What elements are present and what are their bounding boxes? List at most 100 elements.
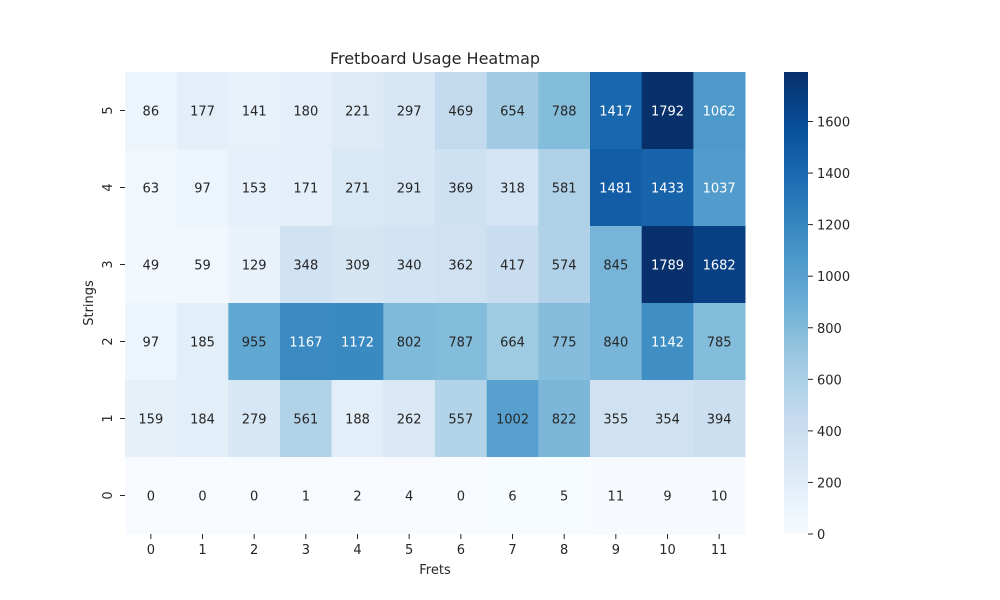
- cell-value-label: 2: [353, 490, 361, 505]
- x-tick-label: 6: [457, 543, 465, 558]
- heatmap-cell: [486, 457, 539, 535]
- heatmap-cell: [435, 226, 488, 304]
- x-tick-label: 10: [659, 543, 676, 558]
- cell-value-label: 822: [552, 413, 577, 428]
- heatmap-cell: [383, 303, 436, 381]
- cell-value-label: 185: [190, 336, 215, 351]
- heatmap-cell: [486, 226, 539, 304]
- heatmap-cell: [331, 149, 384, 227]
- heatmap-cell: [590, 457, 643, 535]
- colorbar-tick-label: 800: [817, 322, 842, 337]
- cell-value-label: 1172: [341, 336, 374, 351]
- heatmap-cell: [486, 149, 539, 227]
- cell-value-label: 840: [603, 336, 628, 351]
- cell-value-label: 129: [242, 259, 267, 274]
- cell-value-label: 1002: [496, 413, 529, 428]
- heatmap-cell: [538, 72, 591, 150]
- heatmap-cell: [435, 380, 488, 458]
- cell-value-label: 0: [147, 490, 155, 505]
- heatmap-cell: [228, 303, 281, 381]
- heatmap-cell: [228, 457, 281, 535]
- heatmap-cell: [228, 72, 281, 150]
- colorbar-tick-label: 0: [817, 528, 825, 543]
- heatmap-cell: [693, 226, 746, 304]
- cell-value-label: 561: [293, 413, 318, 428]
- heatmap-cell: [590, 303, 643, 381]
- y-tick-label: 2: [101, 337, 116, 345]
- cell-value-label: 469: [448, 105, 473, 120]
- heatmap-cell: [590, 149, 643, 227]
- colorbar-tick-label: 200: [817, 476, 842, 491]
- heatmap-cell: [435, 303, 488, 381]
- cell-value-label: 0: [250, 490, 258, 505]
- heatmap-cell: [331, 72, 384, 150]
- cell-value-label: 348: [293, 259, 318, 274]
- cell-value-label: 171: [293, 182, 318, 197]
- heatmap-cell: [590, 72, 643, 150]
- heatmap-cell: [125, 149, 178, 227]
- cell-value-label: 6: [508, 490, 516, 505]
- cell-value-label: 775: [552, 336, 577, 351]
- heatmap-cell: [280, 226, 333, 304]
- cell-value-label: 177: [190, 105, 215, 120]
- y-tick-label: 4: [101, 183, 116, 191]
- cell-value-label: 1682: [703, 259, 736, 274]
- y-tick-label: 3: [101, 260, 116, 268]
- x-tick-label: 9: [612, 543, 620, 558]
- cell-value-label: 0: [457, 490, 465, 505]
- heatmap-cell: [435, 72, 488, 150]
- heatmap-cell: [641, 457, 694, 535]
- chart-title: Fretboard Usage Heatmap: [330, 49, 540, 68]
- y-tick-label: 5: [101, 106, 116, 114]
- cell-value-label: 97: [194, 182, 211, 197]
- heatmap-cell: [383, 380, 436, 458]
- cell-value-label: 369: [448, 182, 473, 197]
- x-axis-label: Frets: [419, 563, 451, 578]
- heatmap-cell: [280, 457, 333, 535]
- y-tick-label: 0: [101, 491, 116, 499]
- heatmap-cell: [125, 72, 178, 150]
- cell-value-label: 955: [242, 336, 267, 351]
- colorbar: [784, 72, 808, 534]
- heatmap-cell: [693, 72, 746, 150]
- cell-value-label: 309: [345, 259, 370, 274]
- cell-value-label: 86: [143, 105, 160, 120]
- y-axis-ticks: 5 4 3 2 1 0: [101, 106, 125, 500]
- heatmap-cell: [280, 380, 333, 458]
- cell-value-label: 59: [194, 259, 211, 274]
- heatmap-cell: [125, 303, 178, 381]
- cell-value-label: 1481: [599, 182, 632, 197]
- cell-value-label: 1142: [651, 336, 684, 351]
- cell-value-label: 802: [397, 336, 422, 351]
- heatmap-cell: [383, 72, 436, 150]
- x-tick-label: 0: [147, 543, 155, 558]
- heatmap-cell: [693, 457, 746, 535]
- colorbar-ticks: 0 200 400 600 800 1000 1200 1400 1600: [808, 116, 850, 543]
- heatmap-cell: [538, 380, 591, 458]
- cell-value-label: 417: [500, 259, 525, 274]
- cell-value-label: 11: [608, 490, 625, 505]
- heatmap-cell: [176, 149, 229, 227]
- heatmap-cell: [228, 380, 281, 458]
- cell-value-label: 10: [711, 490, 728, 505]
- heatmap-cell: [641, 303, 694, 381]
- cell-value-label: 362: [448, 259, 473, 274]
- heatmap-cell: [538, 303, 591, 381]
- cell-value-label: 574: [552, 259, 577, 274]
- heatmap-cell: [641, 226, 694, 304]
- heatmap-cell: [176, 380, 229, 458]
- cell-value-label: 1792: [651, 105, 684, 120]
- heatmap-cell: [538, 457, 591, 535]
- heatmap-cell: [280, 149, 333, 227]
- cell-value-label: 180: [293, 105, 318, 120]
- cell-value-label: 1167: [289, 336, 322, 351]
- heatmap-cell: [435, 457, 488, 535]
- x-tick-label: 3: [302, 543, 310, 558]
- cell-value-label: 1037: [703, 182, 736, 197]
- heatmap-cell: [383, 149, 436, 227]
- heatmap-cell: [331, 303, 384, 381]
- cell-value-label: 355: [603, 413, 628, 428]
- cell-value-label: 394: [707, 413, 732, 428]
- y-axis-label: Strings: [82, 280, 97, 326]
